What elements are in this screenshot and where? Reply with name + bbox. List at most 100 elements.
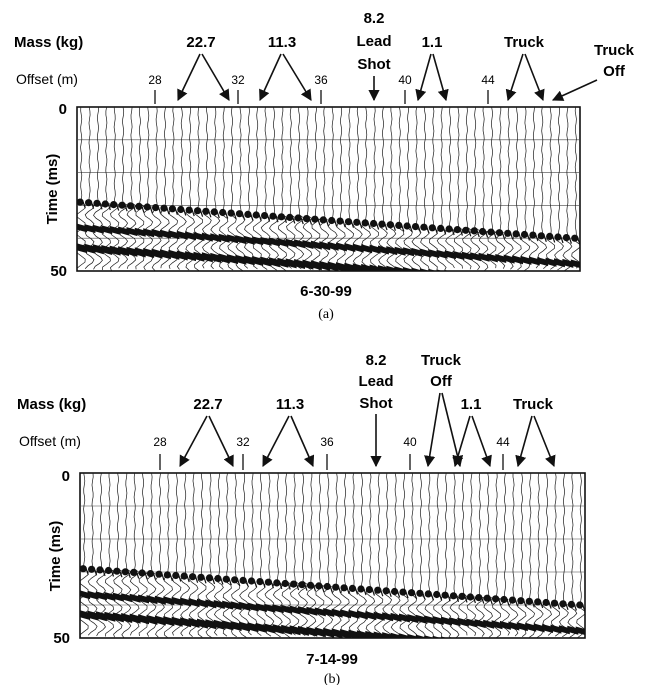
panel-a-first-break-pick [143,203,151,211]
panel-a-first-break-pick-tail [267,215,271,222]
panel-b-first-break-pick [475,594,483,602]
panel-b-trace [492,473,502,638]
offset-tick-28: 28 [148,73,162,87]
panel-a-arrival-band [210,252,222,263]
panel-a-trace [218,107,229,270]
mass-value-11-3: 11.3 [276,396,304,413]
panel-a-first-break-pick-tail [132,205,137,212]
panel-a-arrival-band [554,258,565,268]
panel-a-trace [470,107,481,271]
panel-a-arrival-band [570,259,580,269]
panel-a-trace [260,107,271,270]
panel-a-arrival-band [419,248,431,258]
panel-a-first-break-pick [504,229,512,237]
panel-b-arrival-band [424,615,436,625]
panel-b-arrival-band [550,624,562,634]
panel-b-trace [222,473,232,637]
panel-a-first-break-pick-tail [292,217,296,224]
panel-b-arrival-band [373,631,385,638]
panel-b-first-break-pick-tail [262,581,266,588]
panel-a-first-break-pick-tail [426,227,430,234]
panel-b-first-break-pick [138,569,146,577]
panel-b-arrival-band [239,601,250,611]
panel-a-first-break-pick [126,202,135,210]
panel-a-first-break-pick-tail [300,217,304,225]
panel-a-trace [118,107,129,269]
panel-a-arrival-band [134,247,146,258]
panel-b-arrival-band [314,627,326,638]
panel-b-trace [239,473,250,638]
panel-a-arrival-band [562,258,574,268]
panel-a-trace [84,107,95,269]
panel-a-first-break-pick-tail [443,228,447,235]
panel-a-arrival-band [545,257,557,267]
panel-a-first-break-pick-tail [552,236,556,243]
panel-b-arrival-band [356,630,368,638]
panel-a-arrival-band [512,275,523,285]
panel-a-arrival-band [394,246,406,256]
panel-a-first-break-pick-tail [342,220,346,228]
panel-b-arrival-band [415,634,427,638]
panel-b-arrival-band [80,610,91,620]
panel-a-first-break-pick [386,221,394,229]
panel-a-arrival-band [302,240,314,249]
panel-b-arrival-band [551,644,562,654]
panel-a-first-break-pick-tail [560,236,564,244]
panel-a-arrival-band [235,235,247,245]
panel-a-first-break-pick-tail [166,208,170,215]
panel-b-first-break-pick-tail [270,582,274,589]
panel-a-first-break-pick-tail [367,222,371,230]
panel-a-first-break-pick [470,227,478,235]
panel-b-first-break-pick-tail [296,583,300,591]
panel-a-first-break-pick-tail [116,204,120,211]
panel-a-first-break-pick-tail [91,202,95,209]
panel-a-arrival-band [403,247,414,257]
panel-a-first-break-pick [302,215,311,223]
seismogram-traces-b [80,473,585,654]
panel-a-arrival-band [528,256,540,266]
panel-b-arrival-band [534,643,545,653]
panel-b-arrival-band [247,622,259,633]
panel-a-arrival-band [185,251,196,262]
panel-b-arrival-band [340,609,351,619]
panel-b-trace [96,473,106,637]
panel-b-arrival-band [356,610,368,620]
panel-a-first-break-pick-tail [568,237,572,244]
panel-a-first-break-pick [453,226,461,234]
panel-b-first-break-pick [104,566,113,575]
panel-b-first-break-pick-tail [506,599,510,606]
panel-a-first-break-pick-tail [493,231,497,239]
panel-b-first-break-pick-tail [498,598,502,605]
panel-b-arrival-band [213,619,225,630]
panel-a-trace [269,107,279,271]
panel-a-trace [77,107,86,269]
panel-a-trace [244,107,254,269]
panel-a-arrival-band [327,241,339,251]
panel-b-trace [458,473,468,636]
panel-b-trace [155,473,165,638]
panel-b-trace [264,473,275,637]
panel-b-first-break-pick-tail [203,577,207,584]
time-zero-label: 0 [62,468,70,485]
panel-b-trace [382,473,393,637]
panel-b-first-break-pick [80,565,87,573]
panel-a-arrival-band [243,255,255,266]
panel-a-arrival-band [479,273,490,283]
panel-b-arrival-band [87,610,99,621]
panel-a-first-break-pick-tail [149,206,153,214]
panel-a-arrival-band [143,248,155,258]
panel-b-arrival-band [525,643,536,653]
time-axis-label: Time (ms) [47,521,64,592]
panel-b-first-break-pick [146,570,155,578]
panel-a-first-break-pick-tail [401,225,405,232]
panel-a-trace [386,107,397,270]
panel-b-first-break-pick-tail [279,582,283,590]
panel-b-first-break-pick-tail [144,572,148,580]
panel-b-first-break-pick [298,581,306,589]
panel-b-first-break-pick [130,568,138,577]
panel-b-arrival-band [104,592,116,601]
panel-b-first-break-pick [189,573,197,581]
panel-b-arrival-band [146,614,158,625]
panel-b-arrival-band [205,619,217,630]
panel-a-arrival-band [436,269,443,271]
